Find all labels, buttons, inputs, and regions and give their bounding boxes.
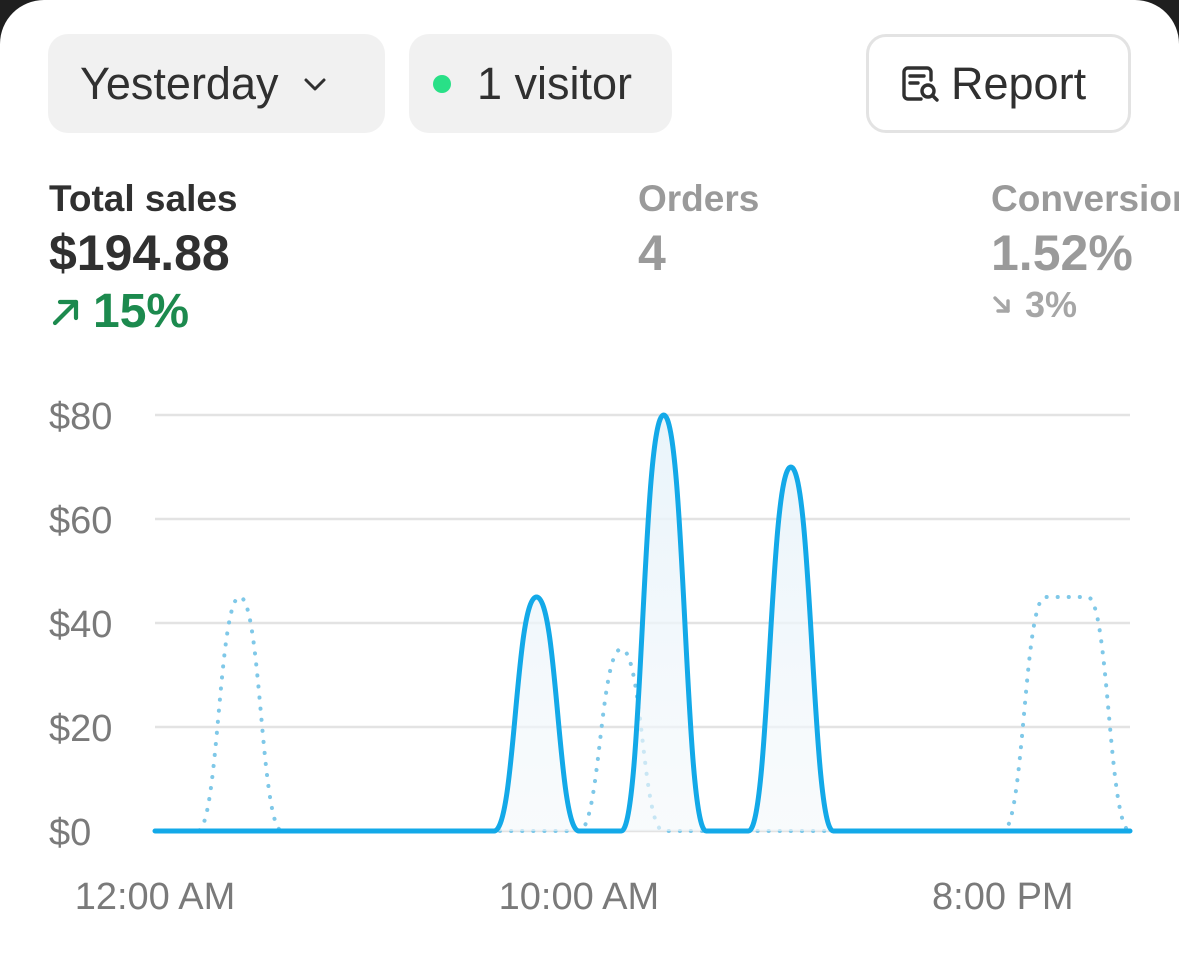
arrow-up-right-icon	[52, 299, 79, 325]
metric-delta-value: 3%	[1025, 284, 1078, 325]
metric-label: Total sales	[49, 178, 238, 219]
y-tick-label: $80	[49, 396, 112, 438]
metric-delta: 15%	[49, 284, 238, 339]
series-line-current[interactable]	[152, 412, 1133, 834]
visitors-label: 1 visitor	[477, 57, 633, 109]
y-tick-label: $40	[49, 604, 112, 646]
metric-orders[interactable]: Orders 4	[638, 178, 759, 284]
metric-total-sales[interactable]: Total sales $194.88 15%	[49, 178, 238, 339]
metric-label: Conversion	[991, 178, 1179, 219]
live-dot-icon	[433, 74, 451, 93]
x-tick-label: 10:00 AM	[499, 876, 660, 918]
metric-value: $194.88	[49, 225, 230, 281]
live-visitors-badge[interactable]: 1 visitor	[409, 34, 672, 133]
metric-value: 1.52%	[991, 225, 1133, 281]
metric-label: Orders	[638, 178, 760, 219]
report-search-icon	[902, 65, 939, 102]
metric-conversion[interactable]: Conversion 1.52% 3%	[991, 178, 1179, 326]
chevron-down-icon	[304, 78, 326, 90]
metric-delta-value: 15%	[93, 285, 190, 338]
date-range-label: Yesterday	[80, 57, 279, 109]
y-tick-label: $60	[49, 500, 112, 542]
report-label: Report	[951, 57, 1087, 109]
y-tick-label: $20	[49, 708, 112, 750]
arrow-down-right-icon	[993, 296, 1010, 313]
y-tick-label: $0	[49, 812, 91, 854]
report-button[interactable]: Report	[866, 34, 1131, 133]
series-line-comparison[interactable]	[153, 594, 1132, 833]
x-tick-label: 8:00 PM	[932, 876, 1074, 918]
sales-line-chart[interactable]: $80 $60 $40 $20 $0 12:00 AM 10:00 AM 8:00 PM	[0, 380, 1179, 940]
metric-value: 4	[638, 225, 666, 281]
date-range-dropdown[interactable]: Yesterday	[48, 34, 385, 133]
x-tick-label: 12:00 AM	[75, 876, 236, 918]
metric-delta: 3%	[991, 284, 1179, 326]
